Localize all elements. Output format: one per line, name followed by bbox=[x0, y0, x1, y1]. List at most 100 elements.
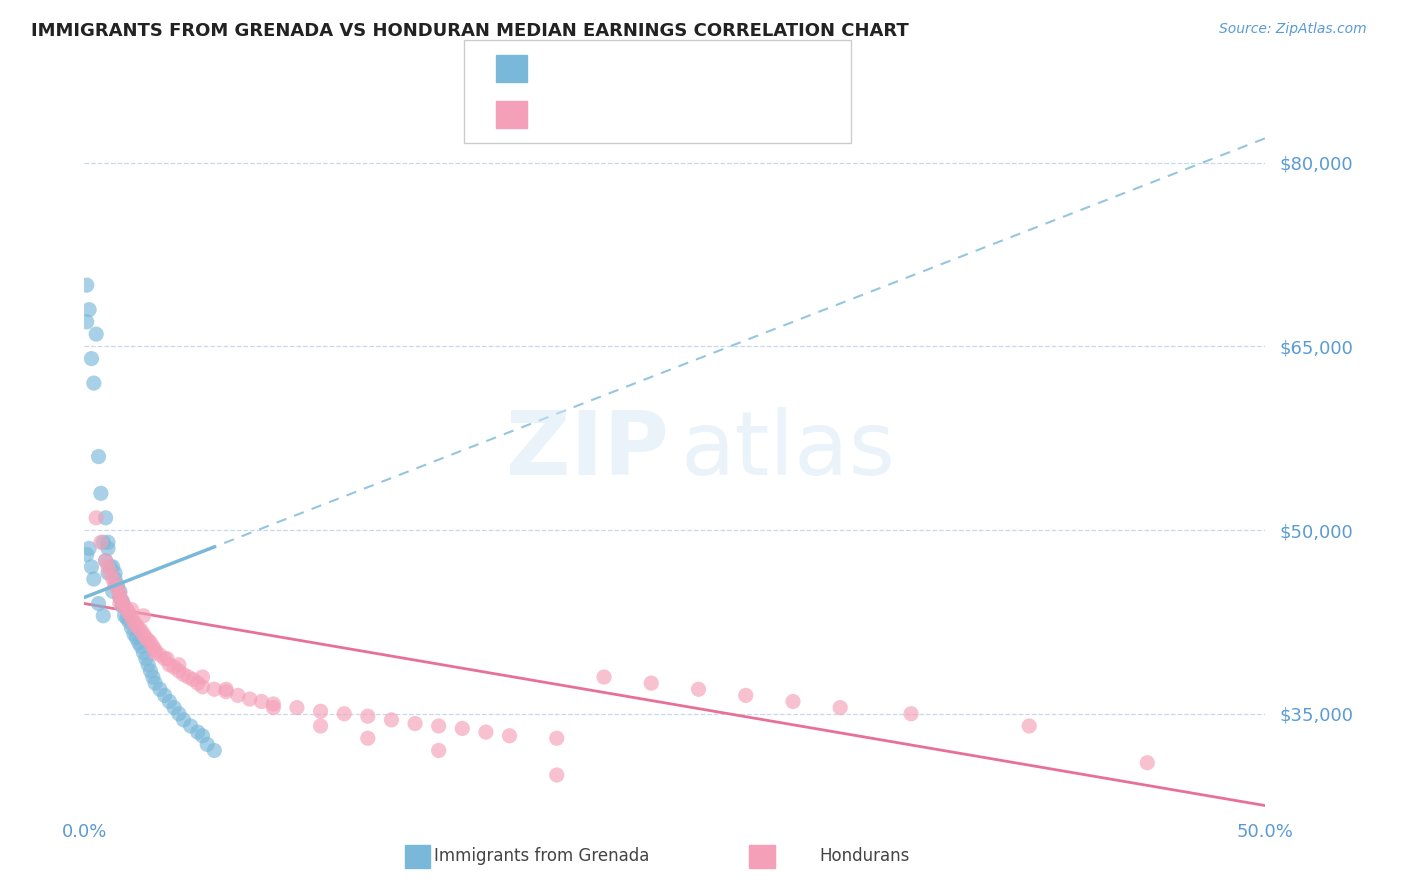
Point bbox=[173, 667, 195, 681]
Point bbox=[167, 706, 190, 721]
Point bbox=[191, 680, 214, 694]
Point bbox=[202, 682, 225, 697]
Text: IMMIGRANTS FROM GRENADA VS HONDURAN MEDIAN EARNINGS CORRELATION CHART: IMMIGRANTS FROM GRENADA VS HONDURAN MEDI… bbox=[31, 22, 908, 40]
Point bbox=[149, 648, 172, 662]
Point bbox=[125, 618, 148, 632]
Point bbox=[121, 602, 143, 616]
Point bbox=[285, 700, 308, 714]
Point bbox=[640, 676, 662, 690]
Point bbox=[80, 559, 103, 574]
Point bbox=[111, 594, 134, 608]
Point bbox=[91, 608, 114, 623]
Point bbox=[262, 700, 284, 714]
Point bbox=[108, 591, 131, 605]
Point bbox=[114, 608, 136, 623]
Point bbox=[156, 651, 179, 665]
Point bbox=[404, 716, 426, 731]
Point bbox=[94, 554, 117, 568]
Bar bbox=[749, 845, 775, 868]
Point bbox=[546, 731, 568, 746]
Point bbox=[76, 315, 98, 329]
Point bbox=[498, 729, 520, 743]
Point bbox=[593, 670, 616, 684]
Point bbox=[380, 713, 402, 727]
Point bbox=[143, 646, 166, 660]
Text: R = -0.450   N = 74: R = -0.450 N = 74 bbox=[544, 105, 721, 123]
Point bbox=[149, 682, 172, 697]
Point bbox=[107, 578, 129, 592]
Point bbox=[98, 566, 121, 580]
Point bbox=[129, 624, 152, 638]
Point bbox=[900, 706, 922, 721]
Point bbox=[118, 615, 141, 629]
Point bbox=[104, 572, 127, 586]
Point bbox=[84, 327, 107, 342]
Point bbox=[475, 725, 498, 739]
Point bbox=[91, 535, 114, 549]
Point bbox=[77, 541, 100, 556]
Point bbox=[83, 572, 105, 586]
Point bbox=[125, 631, 148, 645]
Point bbox=[202, 743, 225, 757]
Point bbox=[108, 587, 131, 601]
Point bbox=[98, 559, 121, 574]
Point bbox=[136, 633, 159, 648]
Point bbox=[128, 636, 150, 650]
Point bbox=[101, 572, 124, 586]
Point bbox=[451, 722, 474, 736]
Point bbox=[734, 689, 756, 703]
Point bbox=[87, 597, 110, 611]
Point bbox=[142, 640, 165, 654]
Point bbox=[142, 670, 165, 684]
Point bbox=[104, 578, 127, 592]
Point bbox=[250, 694, 273, 708]
Point bbox=[262, 697, 284, 711]
Point bbox=[108, 584, 131, 599]
Point bbox=[94, 511, 117, 525]
Point bbox=[107, 582, 129, 596]
Point bbox=[143, 643, 166, 657]
Point bbox=[136, 657, 159, 672]
Point bbox=[132, 646, 155, 660]
Point bbox=[122, 627, 145, 641]
Point bbox=[135, 651, 157, 665]
Point bbox=[121, 621, 143, 635]
Point bbox=[111, 597, 134, 611]
Point bbox=[215, 684, 238, 698]
Point bbox=[191, 670, 214, 684]
Point bbox=[688, 682, 710, 697]
Point bbox=[139, 636, 162, 650]
Text: R =  0.096   N = 56: R = 0.096 N = 56 bbox=[544, 60, 720, 78]
Point bbox=[111, 594, 134, 608]
Point bbox=[139, 664, 162, 678]
Point bbox=[94, 554, 117, 568]
Point bbox=[309, 719, 332, 733]
Point bbox=[84, 511, 107, 525]
Point bbox=[115, 602, 138, 616]
Point bbox=[427, 719, 450, 733]
Point bbox=[122, 615, 145, 629]
Point bbox=[153, 651, 176, 665]
Point bbox=[108, 597, 131, 611]
Point bbox=[114, 599, 136, 613]
Text: Immigrants from Grenada: Immigrants from Grenada bbox=[433, 847, 650, 865]
Point bbox=[187, 676, 209, 690]
Text: Source: ZipAtlas.com: Source: ZipAtlas.com bbox=[1219, 22, 1367, 37]
Point bbox=[177, 670, 200, 684]
Point bbox=[167, 657, 190, 672]
Point bbox=[357, 709, 380, 723]
Point bbox=[87, 450, 110, 464]
Point bbox=[1136, 756, 1159, 770]
Point bbox=[226, 689, 249, 703]
Point bbox=[181, 673, 204, 687]
Point bbox=[90, 486, 112, 500]
Point bbox=[191, 729, 214, 743]
Point bbox=[143, 676, 166, 690]
Point bbox=[129, 640, 152, 654]
Point bbox=[830, 700, 852, 714]
Point bbox=[121, 611, 143, 625]
Text: Hondurans: Hondurans bbox=[820, 847, 910, 865]
Point bbox=[118, 607, 141, 621]
Point bbox=[163, 700, 186, 714]
Point bbox=[80, 351, 103, 366]
